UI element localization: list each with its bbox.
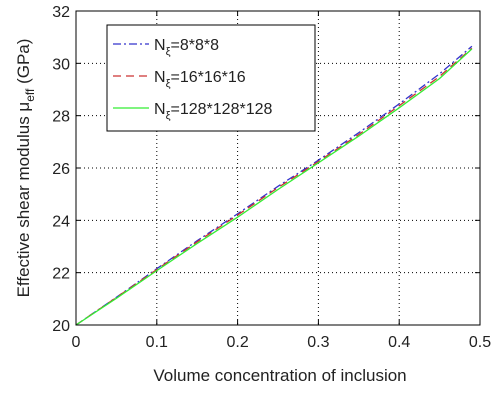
legend-entry-1: Nξ=8*8*8 [154,37,219,58]
series-line-2 [75,47,473,326]
legend-entry-3: Nξ=128*128*128 [154,101,272,122]
x-tick-label: 0.1 [146,334,168,351]
x-tick-label: 0.3 [307,334,329,351]
x-tick-label: 0.5 [469,334,491,351]
y-axis-label: Effective shear modulus μeff (GPa) [14,39,37,298]
y-tick-label: 20 [52,318,70,335]
x-tick-labels: 0 0.1 0.2 0.3 0.4 0.5 [72,334,492,351]
y-tick-labels: 20 22 24 26 28 30 32 [52,4,70,335]
y-tick-label: 24 [52,213,70,230]
series-line-3 [75,48,473,326]
y-tick-label: 28 [52,109,70,126]
series-lines [75,45,473,326]
x-axis-label: Volume concentration of inclusion [153,366,406,385]
y-tick-label: 32 [52,4,70,21]
x-tick-label: 0.4 [388,334,410,351]
x-tick-label: 0.2 [226,334,248,351]
legend: Nξ=8*8*8 Nξ=16*16*16 Nξ=128*128*128 [106,24,316,132]
legend-box [106,24,316,132]
y-tick-label: 22 [52,266,70,283]
axis-ticks [75,10,481,326]
y-tick-label: 26 [52,161,70,178]
legend-entry-2: Nξ=16*16*16 [154,69,246,90]
x-tick-label: 0 [72,334,81,351]
y-tick-label: 30 [52,56,70,73]
